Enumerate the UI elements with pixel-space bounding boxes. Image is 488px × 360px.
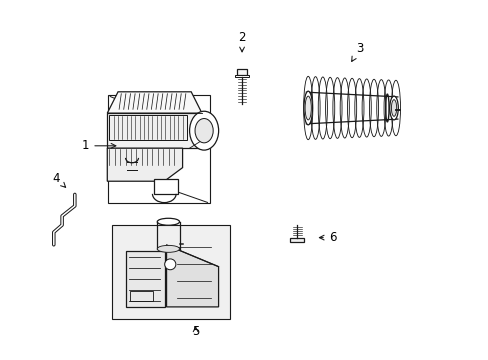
Polygon shape xyxy=(107,148,182,181)
Ellipse shape xyxy=(304,91,312,125)
Polygon shape xyxy=(107,113,202,148)
Bar xyxy=(290,238,304,242)
Ellipse shape xyxy=(390,100,396,116)
Text: 5: 5 xyxy=(191,325,199,338)
Text: 4: 4 xyxy=(52,172,65,187)
Bar xyxy=(129,291,153,301)
Bar xyxy=(107,95,210,203)
Ellipse shape xyxy=(157,246,179,252)
Ellipse shape xyxy=(189,111,218,150)
Text: 1: 1 xyxy=(81,139,116,152)
Bar xyxy=(125,251,164,307)
Text: 6: 6 xyxy=(319,231,336,244)
Polygon shape xyxy=(153,179,178,194)
Text: 2: 2 xyxy=(238,31,245,52)
Bar xyxy=(237,69,246,75)
Polygon shape xyxy=(107,92,202,113)
Polygon shape xyxy=(166,245,218,307)
Bar xyxy=(109,115,186,140)
Bar xyxy=(112,225,229,319)
Ellipse shape xyxy=(305,96,311,120)
Ellipse shape xyxy=(157,218,179,225)
Ellipse shape xyxy=(195,118,213,143)
Bar xyxy=(235,75,248,77)
Text: 3: 3 xyxy=(351,42,363,62)
Ellipse shape xyxy=(164,259,176,270)
Ellipse shape xyxy=(389,96,398,120)
